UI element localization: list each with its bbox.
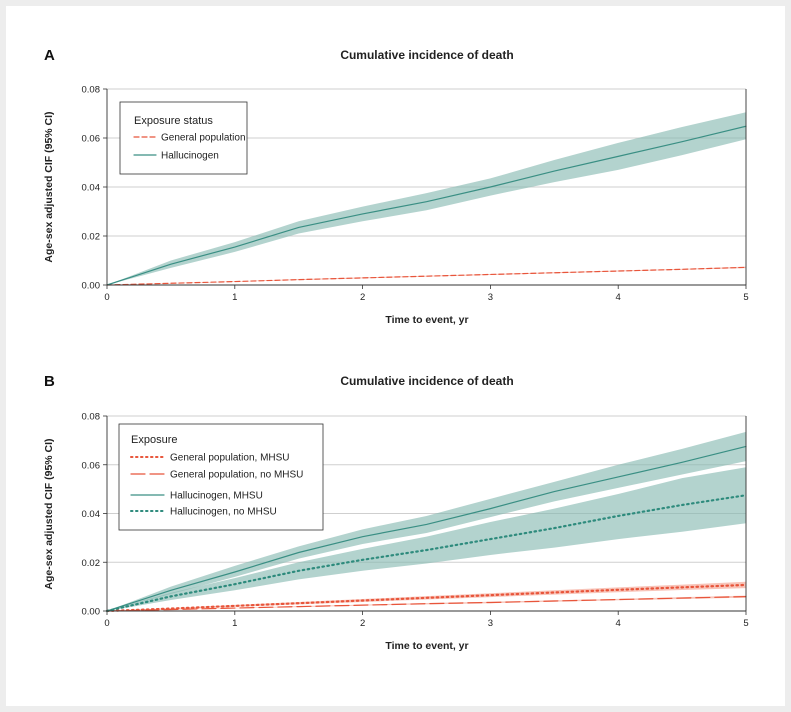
y-ticks-a: 0.00 0.02 0.04 0.06 0.08 <box>82 85 107 292</box>
panel-label-a: A <box>44 47 55 64</box>
ci-band-hallucinogen <box>107 112 746 286</box>
x-tick-label: 3 <box>488 292 493 303</box>
y-tick-label: 0.06 <box>82 460 101 471</box>
x-tick-label: 2 <box>360 618 365 629</box>
y-tick-label: 0.08 <box>82 412 101 423</box>
series-line-hallucinogen <box>106 125 747 286</box>
legend-box-b <box>118 423 324 531</box>
chart-title-a: Cumulative incidence of death <box>340 48 513 62</box>
y-tick-label: 0.00 <box>82 607 101 618</box>
series-line-hallucinogen-mhsu <box>106 445 747 612</box>
y-axis-label-b: Age-sex adjusted CIF (95% CI) <box>43 438 55 589</box>
x-tick-label: 4 <box>616 292 621 303</box>
series-line-hallucinogen-no-mhsu <box>105 494 748 613</box>
x-tick-label: 0 <box>104 618 109 629</box>
legend-label-general-population-no-mhsu: General population, no MHSU <box>170 470 303 481</box>
y-tick-label: 0.04 <box>82 509 101 520</box>
x-axis-label-a: Time to event, yr <box>385 314 468 326</box>
chart-panel-a: A Cumulative incidence of death 0 1 2 3 4 5 0… <box>43 47 749 326</box>
legend-label-hallucinogen-no-mhsu: Hallucinogen, no MHSU <box>170 507 277 518</box>
x-tick-label: 2 <box>360 292 365 303</box>
series-line-general-population-no-mhsu <box>106 596 747 612</box>
legend-label-general-population-mhsu: General population, MHSU <box>170 453 290 464</box>
legend-label-general-population: General population <box>161 133 246 144</box>
x-tick-label: 0 <box>104 292 109 303</box>
panel-label-b: B <box>44 373 55 390</box>
series-lines-a <box>106 125 747 286</box>
y-tick-label: 0.04 <box>82 183 101 194</box>
ci-band-hallucinogen-mhsu <box>107 431 746 611</box>
x-tick-label: 1 <box>232 618 237 629</box>
legend-box-a <box>119 101 248 175</box>
legend-b: Exposure General population, MHSU Genera… <box>118 423 324 531</box>
legend-title-b: Exposure <box>131 434 177 446</box>
y-tick-label: 0.06 <box>82 134 101 145</box>
y-tick-label: 0.08 <box>82 85 101 96</box>
x-tick-label: 3 <box>488 618 493 629</box>
series-line-general-population-mhsu <box>105 583 748 613</box>
x-ticks-b: 0 1 2 3 4 5 <box>104 611 749 629</box>
legend-title-a: Exposure status <box>134 115 213 127</box>
y-tick-label: 0.02 <box>82 232 101 243</box>
x-tick-label: 4 <box>616 618 621 629</box>
x-tick-label: 5 <box>743 292 748 303</box>
chart-panel-b: B Cumulative incidence of death 0 1 2 3 4 5 0… <box>43 373 749 652</box>
x-ticks-a: 0 1 2 3 4 5 <box>104 285 749 303</box>
ci-band-hallucinogen-no-mhsu <box>107 467 746 611</box>
chart-title-b: Cumulative incidence of death <box>340 374 513 388</box>
y-tick-label: 0.02 <box>82 558 101 569</box>
series-lines-b <box>105 445 748 613</box>
series-line-general-population <box>106 266 747 286</box>
legend-label-hallucinogen: Hallucinogen <box>161 151 219 162</box>
y-tick-label: 0.00 <box>82 281 101 292</box>
legend-a: Exposure status General population Hallu… <box>119 101 248 175</box>
x-axis-label-b: Time to event, yr <box>385 640 468 652</box>
x-tick-label: 5 <box>743 618 748 629</box>
y-axis-label-a: Age-sex adjusted CIF (95% CI) <box>43 111 55 262</box>
y-ticks-b: 0.00 0.02 0.04 0.06 0.08 <box>82 412 107 618</box>
x-tick-label: 1 <box>232 292 237 303</box>
legend-label-hallucinogen-mhsu: Hallucinogen, MHSU <box>170 491 263 502</box>
